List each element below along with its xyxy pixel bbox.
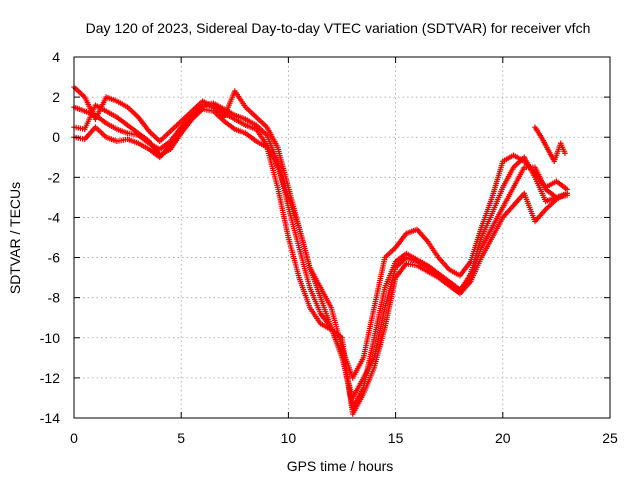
y-tick-label: -8 [48, 290, 61, 306]
x-axis-label: GPS time / hours [287, 458, 394, 474]
y-tick-label: -2 [48, 169, 61, 185]
x-tick-label: 5 [177, 430, 185, 446]
y-tick-label: 4 [52, 49, 60, 65]
plot-frame [73, 56, 611, 419]
x-tick-labels: 0 5 10 15 20 25 [70, 430, 618, 446]
chart-title: Day 120 of 2023, Sidereal Day-to-day VTE… [86, 20, 591, 36]
data-point [564, 190, 570, 197]
x-tick-label: 10 [281, 430, 297, 446]
y-tick-label: -4 [48, 209, 61, 225]
series-track-5 [532, 124, 568, 165]
y-axis-label: SDTVAR / TECUs [7, 182, 23, 294]
x-tick-label: 25 [602, 430, 618, 446]
x-tick-label: 0 [70, 430, 78, 446]
series-track-4 [71, 106, 570, 417]
y-tick-label: -12 [40, 370, 60, 386]
data-marks [71, 84, 570, 417]
y-tick-label: -10 [40, 330, 60, 346]
x-tick-label: 15 [388, 430, 404, 446]
x-tick-label: 20 [495, 430, 511, 446]
y-tick-label: 0 [52, 129, 60, 145]
axis-ticks [73, 56, 611, 419]
y-tick-label: -14 [40, 410, 60, 426]
y-tick-labels: 4 2 0 -2 -4 -6 -8 -10 -12 -14 [40, 49, 60, 426]
data-point [562, 150, 568, 157]
y-tick-label: 2 [52, 89, 60, 105]
series-track-2 [71, 102, 570, 401]
y-tick-label: -6 [48, 250, 61, 266]
